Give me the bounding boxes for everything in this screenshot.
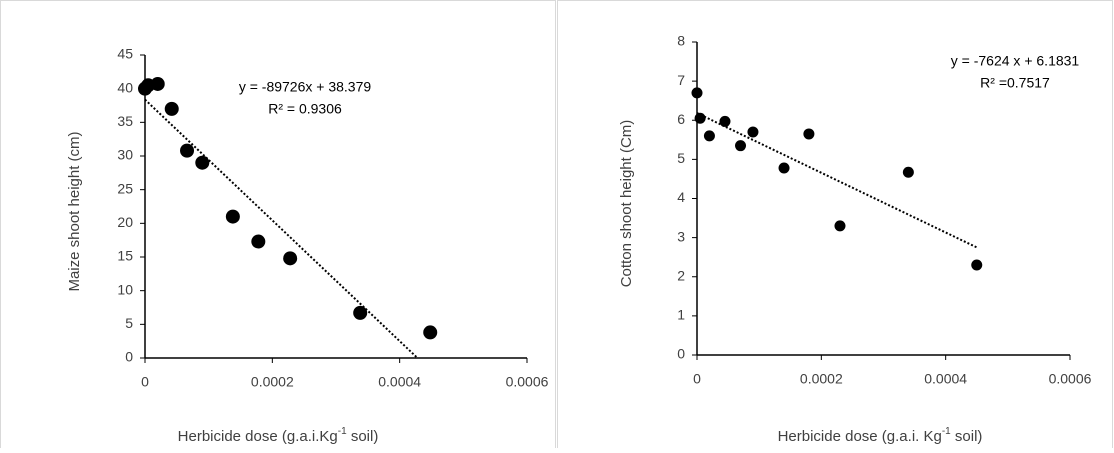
y-tick-label: 10 — [117, 281, 133, 297]
panel-border — [0, 0, 556, 453]
x-tick-label: 0.0006 — [1049, 371, 1092, 387]
y-tick-label: 0 — [125, 349, 133, 365]
x-axis-label: Herbicide dose (g.a.i.Kg-1 soil) — [178, 426, 379, 445]
data-point — [902, 166, 914, 178]
y-tick-label: 1 — [677, 307, 685, 323]
x-tick-label: 0 — [141, 374, 149, 390]
data-point — [251, 234, 266, 249]
data-point — [703, 130, 715, 142]
x-tick-label: 0.0004 — [378, 374, 421, 390]
y-axis-label: Cotton shoot height (Cm) — [618, 120, 635, 288]
data-point — [803, 128, 815, 140]
x-tick-label: 0 — [693, 371, 701, 387]
x-axis-label: Herbicide dose (g.a.i. Kg-1 soil) — [778, 426, 983, 445]
data-point — [180, 143, 195, 158]
data-point — [735, 140, 747, 152]
x-tick-label: 0.0004 — [924, 371, 967, 387]
annotation: R² = 0.9306 — [268, 101, 342, 117]
annotation: y = -89726x + 38.379 — [239, 79, 372, 95]
data-point — [283, 251, 298, 266]
y-tick-label: 25 — [117, 180, 133, 196]
annotation: y = -7624 x + 6.1831 — [951, 53, 1080, 69]
data-point — [423, 325, 438, 340]
panel-border — [557, 0, 1113, 453]
data-point — [225, 209, 240, 224]
data-point — [150, 76, 165, 91]
data-point — [747, 126, 759, 138]
data-point — [834, 220, 846, 232]
y-tick-label: 2 — [677, 267, 685, 283]
y-tick-label: 3 — [677, 228, 685, 244]
annotation: R² =0.7517 — [980, 75, 1050, 91]
data-point — [691, 87, 703, 99]
y-tick-label: 5 — [125, 315, 133, 331]
data-point — [353, 305, 368, 320]
data-point — [694, 112, 706, 124]
x-tick-label: 0.0002 — [800, 371, 843, 387]
x-axis-label-part: Herbicide dose (g.a.i. Kg — [778, 428, 942, 445]
y-axis-label: Maize shoot height (cm) — [66, 131, 83, 291]
x-axis-label-part: soil) — [347, 428, 379, 445]
y-tick-label: 7 — [677, 72, 685, 88]
data-point — [778, 162, 790, 174]
y-tick-label: 8 — [677, 33, 685, 49]
y-tick-label: 35 — [117, 113, 133, 129]
data-point — [971, 259, 983, 271]
x-tick-label: 0.0006 — [506, 374, 549, 390]
y-tick-label: 6 — [677, 111, 685, 127]
y-tick-label: 4 — [677, 189, 685, 205]
data-point — [719, 115, 731, 127]
y-tick-label: 30 — [117, 147, 133, 163]
x-axis-label-part: soil) — [951, 428, 983, 445]
trendline — [144, 98, 419, 359]
y-tick-label: 45 — [117, 46, 133, 62]
x-axis-label-part: -1 — [942, 426, 951, 437]
y-tick-label: 40 — [117, 79, 133, 95]
data-point — [164, 101, 179, 116]
y-tick-label: 0 — [677, 346, 685, 362]
y-tick-label: 15 — [117, 248, 133, 264]
x-tick-label: 0.0002 — [251, 374, 294, 390]
data-point — [195, 155, 210, 170]
x-axis-label-part: -1 — [338, 426, 347, 437]
x-axis-label-part: Herbicide dose (g.a.i.Kg — [178, 428, 338, 445]
y-tick-label: 20 — [117, 214, 133, 230]
y-tick-label: 5 — [677, 150, 685, 166]
